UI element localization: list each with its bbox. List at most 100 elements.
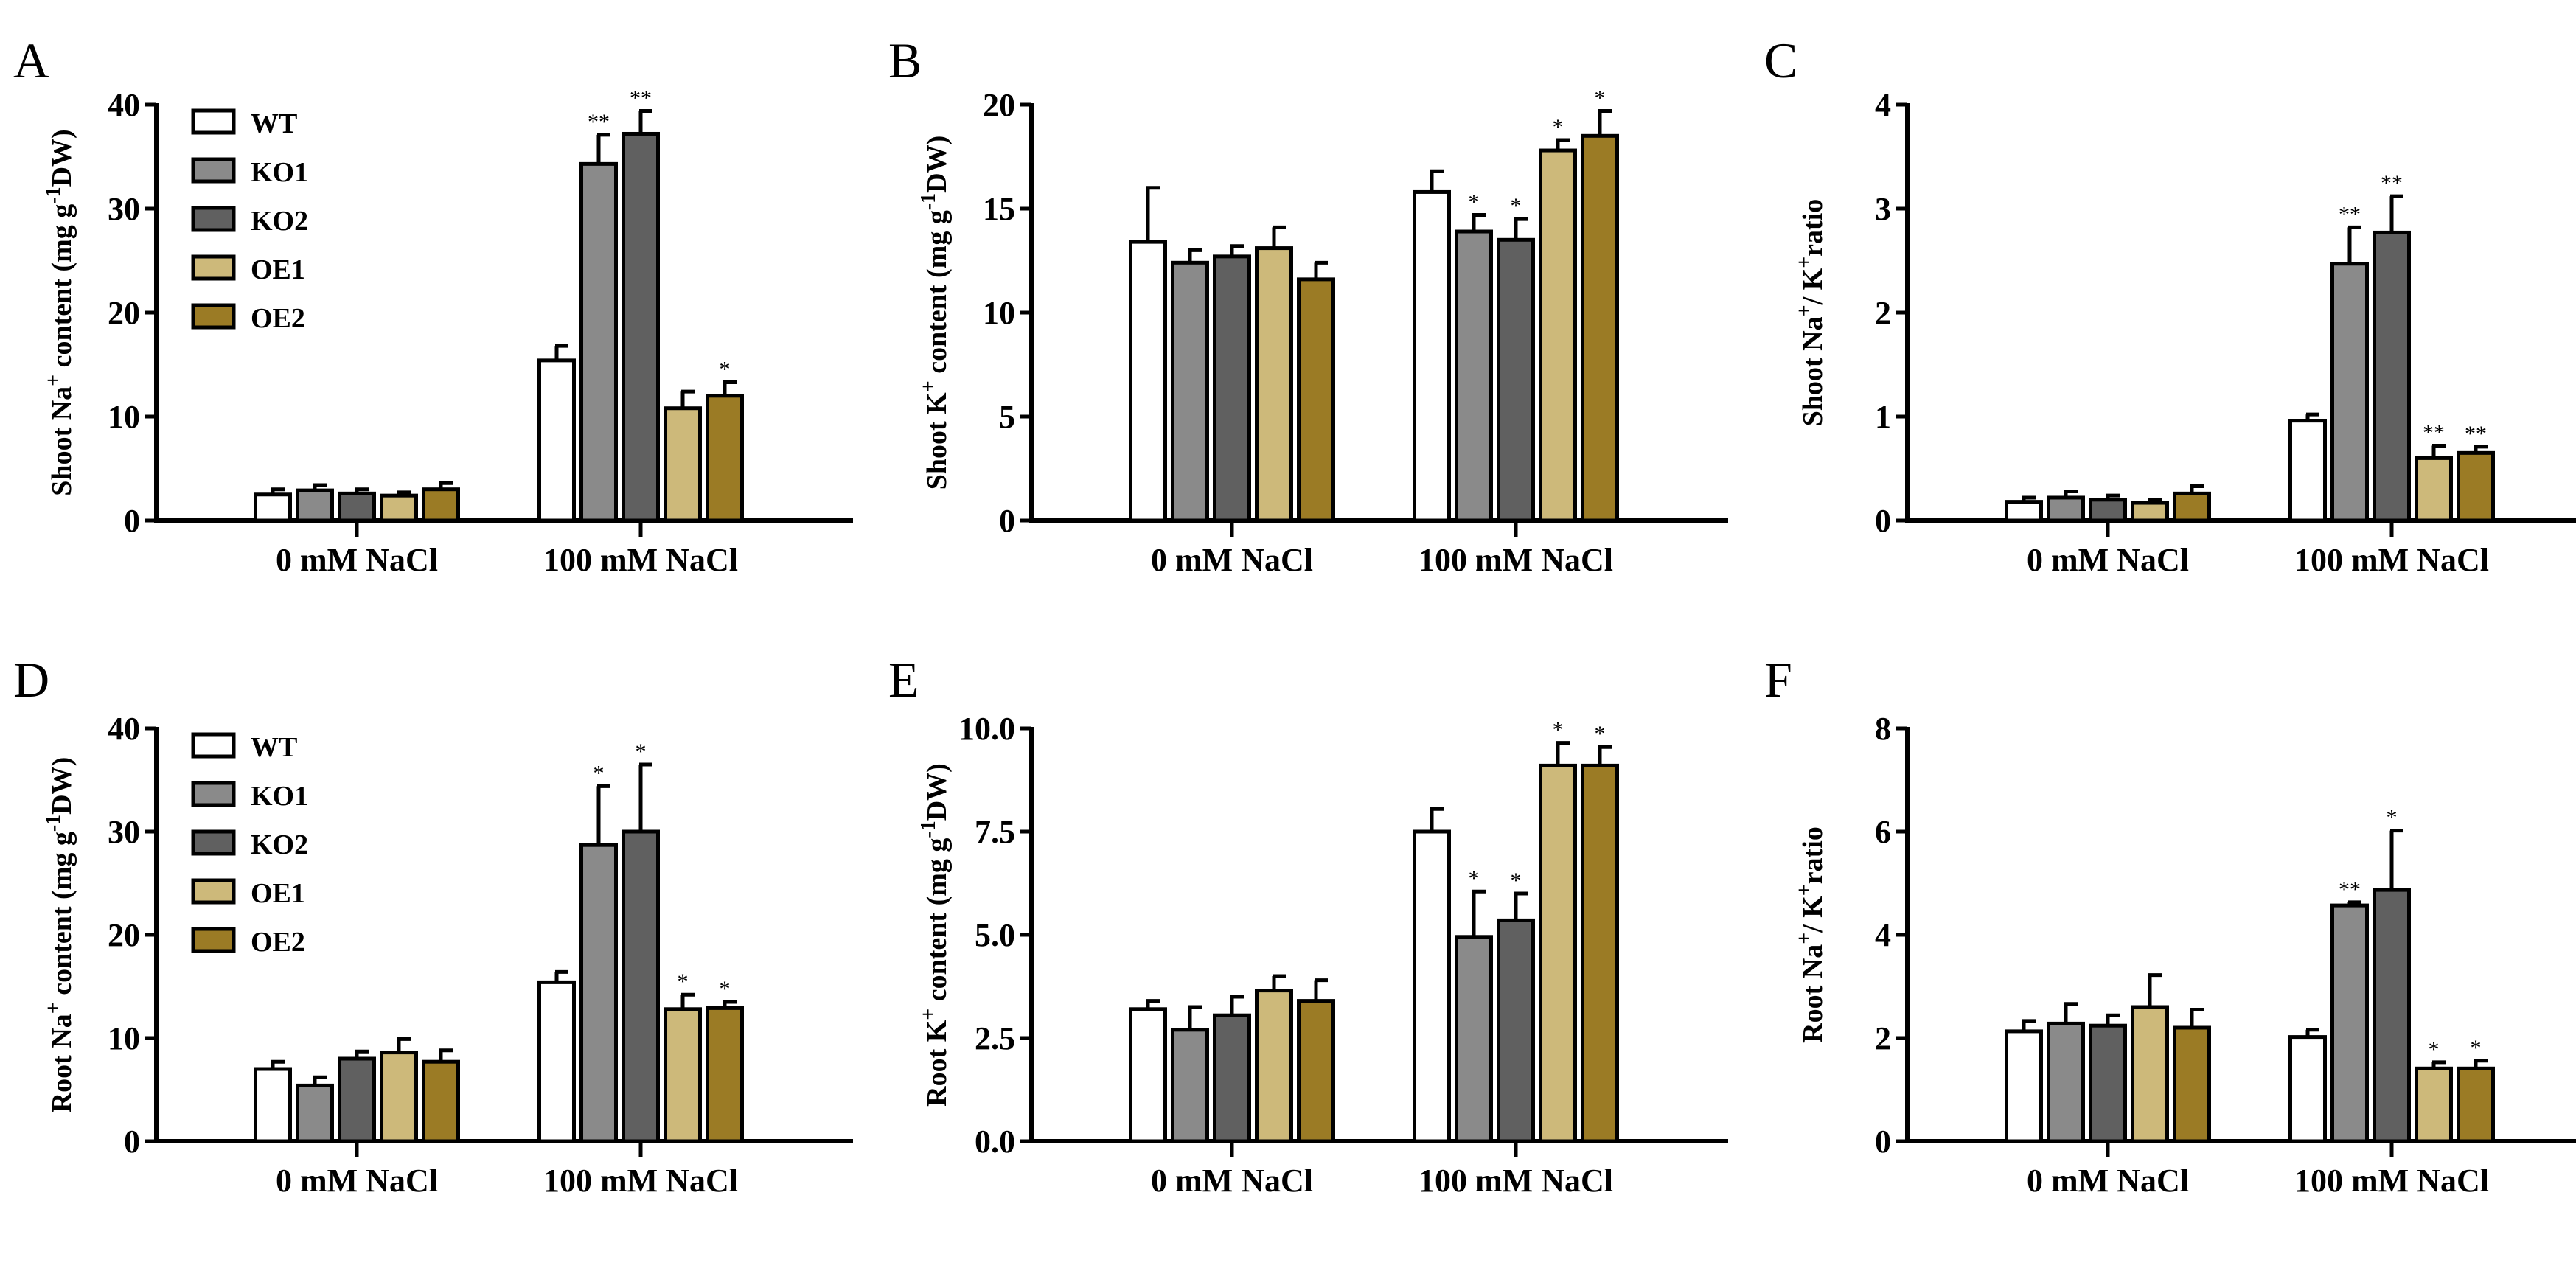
- y-tick-label: 20: [108, 917, 140, 953]
- bar-KO1: [2330, 903, 2369, 1143]
- bar-OE1: [1255, 246, 1293, 523]
- bar-WT: [537, 980, 576, 1143]
- bar-WT: [254, 1067, 292, 1143]
- significance-mark: **: [2339, 877, 2361, 902]
- bar-OE1: [664, 406, 702, 523]
- bar-KO1: [296, 1083, 334, 1143]
- label-part: ratio: [1797, 199, 1828, 257]
- y-axis-label: Shoot Na+/ K+ratio: [1793, 199, 1829, 427]
- bar-OE1: [380, 493, 418, 523]
- superscript: +: [917, 380, 940, 392]
- significance-mark: *: [678, 969, 689, 994]
- significance-mark: *: [720, 357, 731, 381]
- superscript: +: [1793, 304, 1816, 316]
- y-tick-label: 40: [108, 87, 140, 123]
- label-part: DW): [46, 757, 77, 815]
- legend-swatch-KO1: [191, 157, 236, 184]
- significance-mark: *: [2429, 1037, 2440, 1062]
- y-axis-label: Shoot Na+ content (mg g-1DW): [42, 129, 78, 495]
- significance-mark: *: [1553, 115, 1564, 139]
- bar-KO2: [338, 491, 376, 523]
- y-axis-label: Root Na+ content (mg g-1DW): [42, 757, 78, 1113]
- y-tick-label: 3: [1875, 191, 1891, 227]
- significance-mark: **: [588, 110, 610, 134]
- bar-OE1: [2131, 501, 2169, 523]
- bar-KO2: [2089, 1023, 2127, 1143]
- category-label: 100 mM NaCl: [1418, 542, 1613, 578]
- label-part: content (mg g: [922, 838, 953, 1009]
- legend-label: OE1: [251, 254, 305, 285]
- panel-A: A 0 10 20 30 40 Shoot Na+ content (mg g-1DW) 0 …: [13, 32, 853, 578]
- superscript: +: [1793, 257, 1816, 268]
- y-tick-label: 2.5: [975, 1020, 1015, 1056]
- bar-OE2: [422, 487, 460, 523]
- y-tick-label: 30: [108, 814, 140, 850]
- panel-label: A: [13, 32, 49, 88]
- y-tick-label: 7.5: [975, 814, 1015, 850]
- label-part: DW): [922, 136, 953, 193]
- y-tick-label: 5: [999, 399, 1015, 435]
- legend-label: KO1: [251, 157, 308, 188]
- bar-OE2: [706, 394, 744, 523]
- legend-label: WT: [251, 108, 297, 139]
- significance-mark: *: [593, 761, 605, 785]
- significance-mark: **: [2381, 171, 2403, 195]
- y-axis-label: Root Na+/ K+ratio: [1793, 826, 1829, 1043]
- y-tick-label: 4: [1875, 87, 1891, 123]
- significance-mark: *: [636, 739, 647, 764]
- significance-mark: *: [1553, 718, 1564, 742]
- y-tick-label: 0: [124, 503, 140, 539]
- bar-KO2: [622, 131, 660, 523]
- significance-mark: *: [1511, 194, 1522, 218]
- bar-KO1: [579, 843, 618, 1143]
- superscript: +: [42, 1002, 65, 1014]
- y-tick-label: 10.0: [958, 711, 1015, 747]
- significance-mark: *: [1595, 86, 1606, 110]
- bar-WT: [2005, 500, 2043, 523]
- y-tick-label: 6: [1875, 814, 1891, 850]
- superscript: +: [1793, 933, 1816, 944]
- bar-OE1: [380, 1051, 418, 1143]
- panel-label: F: [1764, 652, 1792, 708]
- bar-WT: [1129, 1007, 1167, 1143]
- label-part: Root Na: [46, 1014, 77, 1112]
- significance-mark: **: [2339, 202, 2361, 226]
- legend-swatch-WT: [191, 732, 236, 759]
- bar-OE1: [2415, 456, 2453, 523]
- bar-OE2: [1297, 999, 1335, 1143]
- superscript: -1: [42, 187, 65, 203]
- legend-swatch-OE2: [191, 927, 236, 953]
- bar-OE2: [1581, 133, 1619, 523]
- bar-OE2: [1297, 277, 1335, 523]
- bar-KO1: [579, 161, 618, 523]
- category-label: 0 mM NaCl: [2027, 542, 2189, 578]
- bar-OE2: [422, 1059, 460, 1143]
- bar-OE1: [2415, 1066, 2453, 1143]
- bar-KO2: [622, 829, 660, 1143]
- significance-mark: *: [1469, 866, 1480, 891]
- y-tick-label: 40: [108, 711, 140, 747]
- bar-KO2: [1213, 1013, 1251, 1143]
- y-tick-label: 20: [108, 295, 140, 331]
- category-label: 0 mM NaCl: [1151, 542, 1313, 578]
- bar-OE1: [664, 1007, 702, 1143]
- legend-label: KO2: [251, 206, 308, 237]
- bar-OE1: [1539, 148, 1577, 523]
- legend-swatch-WT: [191, 108, 236, 135]
- superscript: +: [42, 375, 65, 386]
- bar-KO2: [2373, 230, 2411, 523]
- bar-KO2: [1213, 254, 1251, 523]
- bar-OE1: [1539, 763, 1577, 1143]
- label-part: Shoot Na: [1797, 316, 1828, 426]
- label-part: Shoot K: [922, 392, 953, 490]
- y-tick-label: 1: [1875, 399, 1891, 435]
- y-tick-label: 30: [108, 191, 140, 227]
- legend-label: OE2: [251, 927, 305, 958]
- bar-KO2: [1497, 237, 1535, 523]
- legend-swatch-KO2: [191, 206, 236, 232]
- bar-OE2: [1581, 763, 1619, 1143]
- superscript: +: [917, 1009, 940, 1020]
- significance-mark: *: [2387, 806, 2398, 830]
